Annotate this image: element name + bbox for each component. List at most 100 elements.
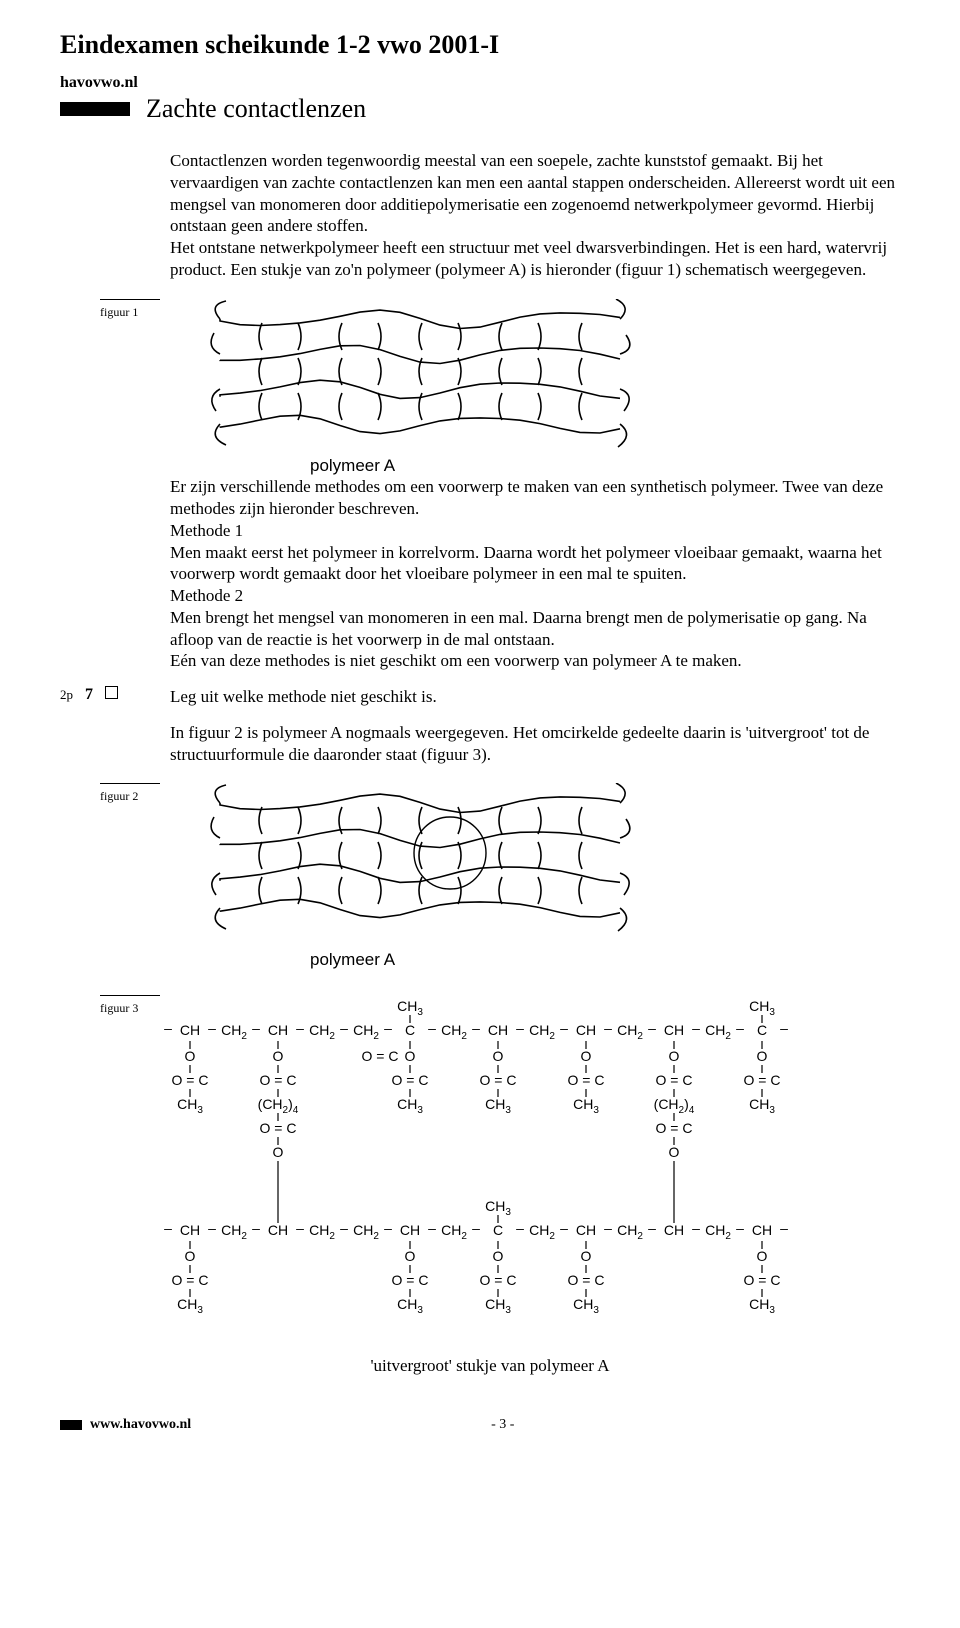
figure3-caption: 'uitvergroot' stukje van polymeer A: [130, 1355, 850, 1377]
svg-text:–: –: [252, 1220, 260, 1236]
afterq-p1: In figuur 2 is polymeer A nogmaals weerg…: [170, 722, 900, 766]
svg-text:CH2: CH2: [353, 1022, 379, 1042]
svg-text:CH3: CH3: [573, 1096, 599, 1116]
svg-text:CH2: CH2: [617, 1222, 643, 1242]
svg-text:CH3: CH3: [749, 1096, 775, 1116]
svg-text:CH: CH: [664, 1022, 684, 1038]
svg-text:O: O: [669, 1144, 680, 1160]
svg-text:O = C: O = C: [656, 1120, 693, 1136]
mid-one: Eén van deze methodes is niet geschikt o…: [170, 650, 900, 672]
figure1-diagram: [190, 299, 900, 449]
svg-text:CH2: CH2: [441, 1022, 467, 1042]
page-footer: www.havovwo.nl - 3 -: [60, 1417, 900, 1433]
svg-text:O = C: O = C: [172, 1072, 209, 1088]
svg-text:–: –: [340, 1020, 348, 1036]
svg-text:–: –: [604, 1220, 612, 1236]
figure3-diagram: CH–CH2–CH–CH2–CH2–CH3C–CH2–CH–CH2–CH–CH2…: [170, 995, 900, 1345]
intro-p1: Contactlenzen worden tegenwoordig meesta…: [170, 150, 900, 237]
svg-text:O: O: [273, 1144, 284, 1160]
svg-text:O = C: O = C: [568, 1272, 605, 1288]
svg-text:CH: CH: [400, 1222, 420, 1238]
svg-text:O: O: [581, 1048, 592, 1064]
svg-text:O = C: O = C: [260, 1120, 297, 1136]
question-checkbox-icon: [105, 686, 118, 699]
svg-text:CH2: CH2: [441, 1222, 467, 1242]
footer-bar-icon: [60, 1420, 82, 1430]
svg-text:O: O: [405, 1048, 416, 1064]
footer-url: www.havovwo.nl: [90, 1417, 191, 1433]
svg-text:CH2: CH2: [617, 1022, 643, 1042]
intro-text: Contactlenzen worden tegenwoordig meesta…: [170, 150, 900, 281]
svg-text:–: –: [692, 1220, 700, 1236]
svg-text:CH3: CH3: [573, 1296, 599, 1316]
svg-text:–: –: [736, 1220, 744, 1236]
svg-text:CH2: CH2: [221, 1222, 247, 1242]
exam-title: Eindexamen scheikunde 1-2 vwo 2001-I: [60, 30, 900, 60]
svg-text:CH3: CH3: [485, 1096, 511, 1116]
method1-body: Men maakt eerst het polymeer in korrelvo…: [170, 542, 900, 586]
section-bar: [60, 102, 130, 116]
svg-text:O: O: [581, 1248, 592, 1264]
svg-text:–: –: [164, 1020, 172, 1036]
svg-text:O = C: O = C: [480, 1072, 517, 1088]
svg-text:O: O: [185, 1048, 196, 1064]
svg-text:CH2: CH2: [353, 1222, 379, 1242]
svg-text:CH2: CH2: [705, 1022, 731, 1042]
svg-text:O: O: [273, 1048, 284, 1064]
svg-text:CH3: CH3: [177, 1296, 203, 1316]
svg-text:O = C: O = C: [260, 1072, 297, 1088]
figure2-diagram: [190, 783, 900, 943]
svg-text:C: C: [405, 1022, 415, 1038]
svg-text:CH3: CH3: [397, 1096, 423, 1116]
svg-text:CH2: CH2: [309, 1022, 335, 1042]
svg-text:–: –: [428, 1220, 436, 1236]
svg-text:–: –: [384, 1220, 392, 1236]
svg-text:O = C: O = C: [392, 1272, 429, 1288]
footer-page-number: - 3 -: [491, 1417, 514, 1433]
figure1-caption: polymeer A: [310, 455, 900, 477]
svg-text:O: O: [493, 1048, 504, 1064]
svg-text:C: C: [757, 1022, 767, 1038]
methods-block: Er zijn verschillende methodes om een vo…: [170, 476, 900, 672]
svg-text:O: O: [405, 1248, 416, 1264]
question-number: 7: [85, 686, 93, 704]
figure2-caption: polymeer A: [310, 949, 900, 971]
svg-text:–: –: [208, 1020, 216, 1036]
svg-text:–: –: [648, 1220, 656, 1236]
svg-text:CH3: CH3: [177, 1096, 203, 1116]
svg-text:–: –: [604, 1020, 612, 1036]
svg-text:–: –: [692, 1020, 700, 1036]
svg-text:O = C: O = C: [392, 1072, 429, 1088]
svg-text:–: –: [428, 1020, 436, 1036]
svg-text:–: –: [780, 1020, 788, 1036]
svg-text:O: O: [669, 1048, 680, 1064]
svg-text:O: O: [185, 1248, 196, 1264]
svg-text:CH: CH: [664, 1222, 684, 1238]
svg-text:CH3: CH3: [485, 1296, 511, 1316]
method1-title: Methode 1: [170, 520, 900, 542]
mid-p1: Er zijn verschillende methodes om een vo…: [170, 476, 900, 520]
svg-text:CH2: CH2: [309, 1222, 335, 1242]
svg-text:–: –: [736, 1020, 744, 1036]
svg-text:CH2: CH2: [529, 1022, 555, 1042]
svg-text:O: O: [757, 1248, 768, 1264]
svg-text:O = C: O = C: [568, 1072, 605, 1088]
svg-text:–: –: [516, 1220, 524, 1236]
svg-text:C: C: [493, 1222, 503, 1238]
svg-text:CH2: CH2: [705, 1222, 731, 1242]
svg-text:CH3: CH3: [397, 1296, 423, 1316]
svg-text:CH: CH: [268, 1022, 288, 1038]
svg-text:CH: CH: [488, 1022, 508, 1038]
svg-text:O: O: [757, 1048, 768, 1064]
svg-text:CH: CH: [752, 1222, 772, 1238]
after-question-text: In figuur 2 is polymeer A nogmaals weerg…: [170, 722, 900, 766]
question-text: Leg uit welke methode niet geschikt is.: [170, 686, 437, 708]
method2-title: Methode 2: [170, 585, 900, 607]
question-points: 2p: [60, 687, 73, 703]
svg-text:–: –: [472, 1220, 480, 1236]
svg-text:–: –: [208, 1220, 216, 1236]
svg-text:O = C: O = C: [656, 1072, 693, 1088]
svg-text:CH3: CH3: [749, 1296, 775, 1316]
figure1-label: figuur 1: [100, 305, 138, 320]
svg-text:–: –: [384, 1020, 392, 1036]
